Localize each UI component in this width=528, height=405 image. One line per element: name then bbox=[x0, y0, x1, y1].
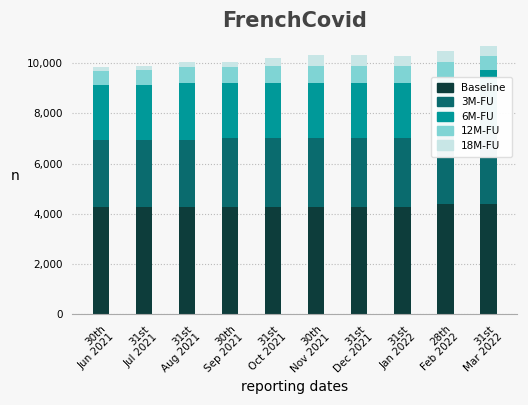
Bar bbox=[178, 83, 195, 140]
Bar bbox=[480, 56, 497, 70]
Bar bbox=[308, 83, 324, 139]
Bar bbox=[178, 67, 195, 83]
Bar bbox=[136, 66, 152, 70]
Bar bbox=[351, 66, 367, 83]
Bar bbox=[437, 78, 454, 134]
Bar bbox=[308, 207, 324, 314]
Y-axis label: n: n bbox=[11, 169, 20, 183]
Bar bbox=[222, 139, 238, 207]
Bar bbox=[308, 66, 324, 83]
Bar bbox=[308, 139, 324, 207]
Bar bbox=[394, 83, 410, 139]
Bar bbox=[480, 46, 497, 56]
Bar bbox=[351, 207, 367, 314]
Bar bbox=[222, 83, 238, 139]
X-axis label: reporting dates: reporting dates bbox=[241, 380, 348, 394]
Bar bbox=[437, 134, 454, 204]
Bar bbox=[394, 139, 410, 207]
Bar bbox=[351, 83, 367, 139]
Bar bbox=[265, 58, 281, 66]
Bar bbox=[394, 56, 410, 66]
Bar bbox=[394, 66, 410, 83]
Bar bbox=[136, 85, 152, 140]
Bar bbox=[136, 207, 152, 314]
Bar bbox=[92, 207, 109, 314]
Bar bbox=[394, 207, 410, 314]
Bar bbox=[351, 55, 367, 66]
Bar bbox=[480, 70, 497, 133]
Bar bbox=[92, 67, 109, 71]
Bar bbox=[437, 62, 454, 78]
Bar bbox=[265, 207, 281, 314]
Bar bbox=[265, 83, 281, 139]
Bar bbox=[136, 140, 152, 207]
Legend: Baseline, 3M-FU, 6M-FU, 12M-FU, 18M-FU: Baseline, 3M-FU, 6M-FU, 12M-FU, 18M-FU bbox=[431, 77, 512, 157]
Bar bbox=[222, 207, 238, 314]
Bar bbox=[178, 207, 195, 314]
Bar bbox=[136, 70, 152, 85]
Bar bbox=[480, 204, 497, 314]
Bar bbox=[222, 62, 238, 67]
Bar bbox=[308, 55, 324, 66]
Title: FrenchCovid: FrenchCovid bbox=[222, 11, 367, 31]
Bar bbox=[92, 140, 109, 207]
Bar bbox=[265, 139, 281, 207]
Bar bbox=[178, 140, 195, 207]
Bar bbox=[437, 204, 454, 314]
Bar bbox=[265, 66, 281, 83]
Bar bbox=[178, 62, 195, 67]
Bar bbox=[437, 51, 454, 62]
Bar bbox=[92, 71, 109, 85]
Bar bbox=[351, 139, 367, 207]
Bar bbox=[92, 85, 109, 140]
Bar bbox=[480, 133, 497, 204]
Bar bbox=[222, 67, 238, 83]
